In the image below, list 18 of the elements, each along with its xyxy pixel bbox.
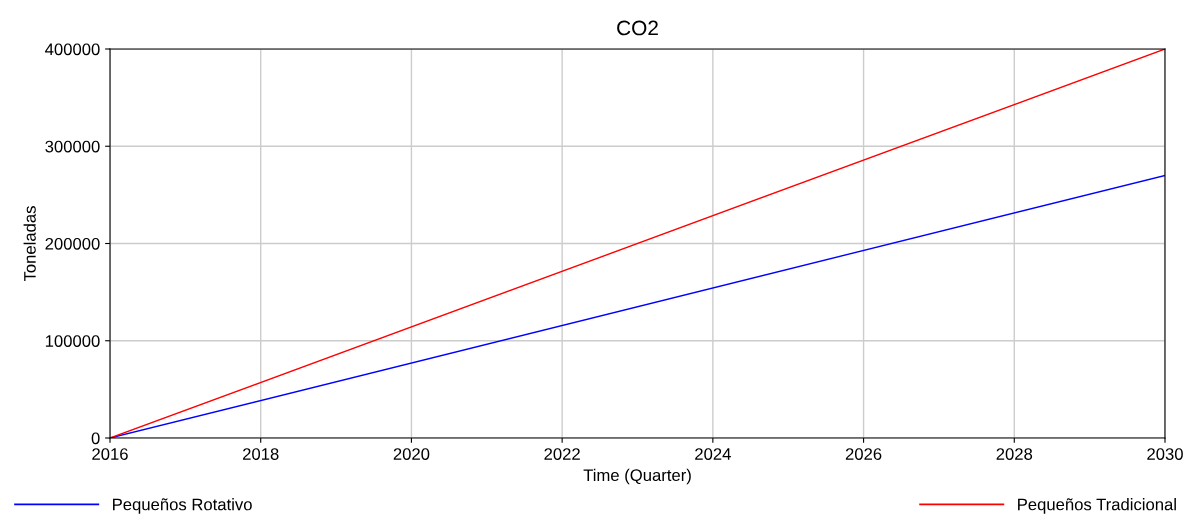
y-tick-label: 100000 <box>45 335 100 347</box>
x-tick-label: 2016 <box>92 448 128 460</box>
x-tick-label: 2024 <box>695 448 731 460</box>
x-tick-label: 2030 <box>1147 448 1183 460</box>
y-tick-label: 200000 <box>45 237 100 250</box>
y-axis-title: Toneladas <box>23 206 36 282</box>
y-tick-label: 300000 <box>45 140 100 153</box>
x-axis-title: Time (Quarter) <box>583 468 691 485</box>
x-tick-label: 2020 <box>393 448 430 460</box>
legend-label: Pequeños Rotativo <box>113 498 252 514</box>
y-tick-label: 0 <box>91 432 100 445</box>
x-tick-label: 2026 <box>845 448 882 460</box>
x-tick-label: 2018 <box>243 448 279 460</box>
x-tick-label: 2022 <box>544 448 580 460</box>
x-tick-label: 2028 <box>996 448 1033 460</box>
legend-label: Pequeños Tradicional <box>1018 498 1176 514</box>
y-tick-label: 400000 <box>45 43 100 56</box>
chart-title: CO2 <box>617 20 658 36</box>
